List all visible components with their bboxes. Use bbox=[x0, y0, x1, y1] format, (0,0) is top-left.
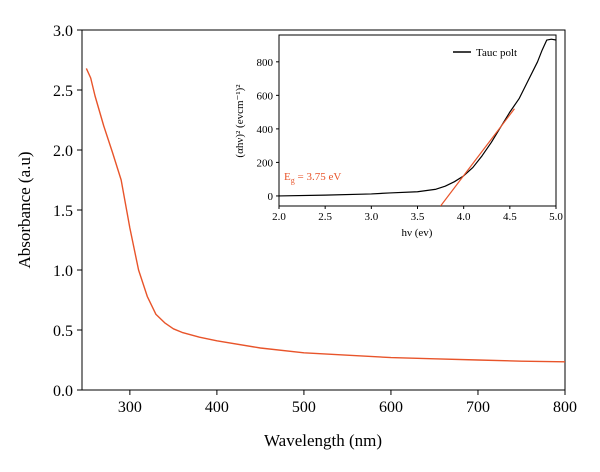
inset-chart: 2.0 2.5 3.0 3.5 4.0 4.5 5.0 0 200 400 600 800 Tauc… bbox=[234, 34, 563, 239]
main-x-axis-title: Wavelength (nm) bbox=[264, 431, 382, 450]
bandgap-annotation-subscript: g bbox=[291, 176, 295, 185]
inset-y-tick-label: 0 bbox=[268, 191, 274, 203]
main-x-tick-label: 800 bbox=[553, 399, 577, 416]
bandgap-annotation-value: = 3.75 eV bbox=[295, 171, 342, 183]
main-series-line-0 bbox=[85, 68, 565, 363]
main-y-axis-ticks: 0.0 0.5 1.0 1.5 2.0 2.5 3.0 bbox=[53, 23, 82, 400]
main-y-axis-title: Absorbance (a.u) bbox=[15, 151, 34, 268]
main-series bbox=[85, 68, 565, 363]
main-x-axis-ticks: 300 400 500 600 700 800 bbox=[118, 390, 577, 416]
inset-legend-label: Tauc polt bbox=[476, 47, 517, 59]
inset-x-tick-label: 2.0 bbox=[272, 211, 286, 223]
main-y-tick-label: 3.0 bbox=[53, 23, 73, 40]
main-y-tick-label: 1.5 bbox=[53, 203, 73, 220]
inset-y-tick-label: 200 bbox=[257, 157, 274, 169]
inset-x-tick-label: 2.5 bbox=[318, 211, 332, 223]
inset-y-tick-label: 800 bbox=[257, 57, 274, 69]
main-y-tick-label: 0.0 bbox=[53, 383, 73, 400]
inset-x-axis-title: hν (ev) bbox=[402, 227, 433, 239]
main-y-tick-label: 2.0 bbox=[53, 143, 73, 160]
main-x-tick-label: 400 bbox=[205, 399, 229, 416]
inset-series-line-1 bbox=[440, 108, 515, 206]
inset-x-tick-label: 3.5 bbox=[411, 211, 425, 223]
inset-series bbox=[279, 38, 556, 206]
inset-x-tick-label: 4.5 bbox=[503, 211, 517, 223]
main-x-tick-label: 600 bbox=[379, 399, 403, 416]
main-chart: 300 400 500 600 700 800 0.0 0.5 1.0 1.5 2.0 2.5 3.0… bbox=[15, 23, 577, 450]
inset-y-axis-title: (αhν)² (evcm⁻¹)² bbox=[234, 84, 246, 158]
inset-y-tick-label: 600 bbox=[257, 90, 274, 102]
inset-x-tick-label: 4.0 bbox=[457, 211, 471, 223]
main-y-tick-label: 2.5 bbox=[53, 83, 73, 100]
main-x-tick-label: 300 bbox=[118, 399, 142, 416]
inset-x-axis-ticks: 2.0 2.5 3.0 3.5 4.0 4.5 5.0 bbox=[272, 206, 563, 223]
inset-x-tick-label: 5.0 bbox=[549, 211, 563, 223]
inset-background bbox=[273, 35, 556, 207]
inset-y-tick-label: 400 bbox=[257, 124, 274, 136]
main-y-tick-label: 0.5 bbox=[53, 323, 73, 340]
inset-y-axis-ticks: 0 200 400 600 800 bbox=[257, 57, 279, 203]
bandgap-annotation-base: E bbox=[284, 171, 291, 183]
main-x-tick-label: 500 bbox=[292, 399, 316, 416]
inset-series-line-0 bbox=[279, 38, 556, 197]
inset-x-tick-label: 3.0 bbox=[364, 211, 378, 223]
main-y-tick-label: 1.0 bbox=[53, 263, 73, 280]
bandgap-annotation: Eg = 3.75 eV bbox=[284, 171, 341, 185]
main-x-tick-label: 700 bbox=[466, 399, 490, 416]
